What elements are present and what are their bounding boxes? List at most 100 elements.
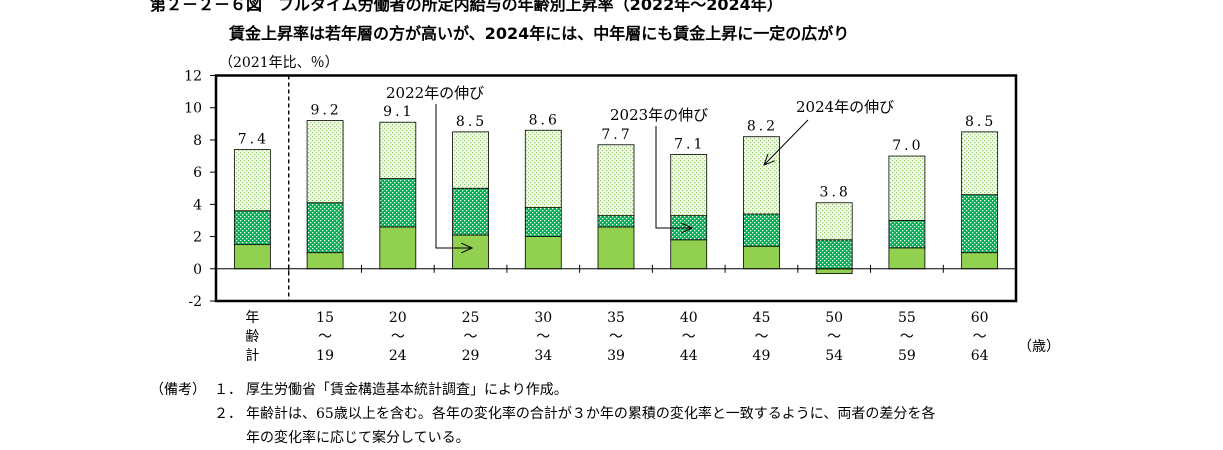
bar-segment-2 [815,239,853,270]
x-category-label: 49 [753,348,771,364]
bar-segment-1 [961,252,999,270]
plot-frame [214,74,1018,303]
x-category-label: 39 [607,348,625,364]
x-category-label: 20 [389,310,407,326]
bar-segment-2 [961,194,999,254]
legend-label-2023: 2023年の伸び [610,106,708,124]
legend-arrow-2022 [435,104,472,248]
x-category-label: 54 [825,348,843,364]
bar-segment-1 [452,234,489,270]
bar-segment-1 [597,226,635,270]
note-row: ２． 年齢計は、65歳以上を含む。各年の変化率の合計が３か年の累積の変化率と一致… [150,402,935,426]
x-category-label: ～ [391,329,405,345]
bar-segment-2 [452,187,489,236]
bar-segment-1 [524,236,562,270]
figure-title: 第２－２－６図 フルタイム労働者の所定内給与の年齢別上昇率（2022年～2024… [150,0,783,14]
x-category-label: 25 [462,310,480,326]
note-text: 年の変化率に応じて案分している。 [246,430,470,446]
x-category-label: 年 [245,310,259,326]
legend-label-2022: 2022年の伸び [386,84,484,102]
bar-segment-3 [743,136,780,215]
x-unit-label: （歳） [1018,339,1060,355]
note-text: 年齢計は、65歳以上を含む。各年の変化率の合計が３か年の累積の変化率と一致するよ… [246,406,936,422]
x-category-label: ～ [464,329,478,345]
x-category-label: 45 [753,310,771,326]
y-tick-label: 8 [193,133,202,149]
x-category-label: 19 [316,348,334,364]
legend-arrow-2023 [655,126,692,228]
x-category-label: ～ [973,329,987,345]
bar-total-label: 8.5 [965,114,996,130]
bar-segment-3 [379,121,417,179]
bar-segment-1 [670,239,708,270]
x-category-label: ～ [900,329,914,345]
figure-subtitle: 賃金上昇率は若年層の方が高いが、2024年には、中年層にも賃金上昇に一定の広がり [229,24,850,43]
x-category-label: ～ [536,329,550,345]
x-category-label: ～ [754,329,768,345]
bar-total-label: 7.0 [892,138,923,154]
bar-segment-1 [888,247,926,270]
x-category-label: ～ [827,329,841,345]
bar-segment-3 [670,154,708,217]
bar-segment-3 [888,155,926,221]
bar-segment-3 [815,202,853,241]
bar-segment-2 [233,210,271,246]
bar-total-label: 8.5 [456,114,487,130]
bar-total-label: 7.4 [238,132,269,148]
y-tick-label: 6 [193,165,202,181]
bar-segment-1 [306,252,344,270]
bar-segment-3 [524,129,562,208]
bar-total-label: 8.2 [747,119,778,135]
bar-total-label: 7.1 [674,136,705,152]
bar-segment-2 [524,207,562,237]
x-category-label: 24 [389,348,407,364]
note-number: ２． [214,406,242,422]
bar-total-label: 8.6 [529,112,560,128]
bar-segment-1 [379,226,417,270]
bar-total-label: 3.8 [820,185,851,201]
bar-segment-2 [306,202,344,254]
note-number [214,426,246,450]
x-category-label: 64 [971,348,989,364]
x-category-label: 50 [825,310,843,326]
note-row: 年の変化率に応じて案分している。 [150,426,935,450]
notes-label: （備考） [150,382,206,398]
bar-segment-3 [961,131,999,196]
x-category-label: 29 [462,348,480,364]
bar-chart: （2021年比、％） -2 0 24 6 8 10 12 7.4 年齢計 9.2 15 ～ 19 9.1 2… [184,55,1060,364]
bar-segment-3 [306,120,344,204]
x-category-label: 35 [607,310,625,326]
x-category-label: ～ [609,329,623,345]
note-row: （備考） １． 厚生労働省「賃金構造基本統計調査」により作成。 [150,378,935,402]
x-category-label: ～ [318,329,332,345]
note-text: 厚生労働省「賃金構造基本統計調査」により作成。 [246,382,568,398]
bar-segment-3 [233,149,271,212]
bar-segment-2 [743,213,780,247]
x-category-label: 齢 [245,329,259,345]
bar-total-label: 9.2 [310,103,341,119]
y-tick-label: 10 [184,101,202,117]
bar-segment-1 [815,268,853,275]
bar-segment-1 [743,245,780,270]
note-number: １． [214,382,242,398]
legend-label-2024: 2024年の伸び [796,98,894,116]
x-category-label: 40 [680,310,698,326]
x-category-label: 59 [898,348,916,364]
y-tick-label: 0 [193,262,202,278]
x-category-label: 15 [316,310,334,326]
y-tick-label: -2 [188,294,202,310]
y-tick-label: 2 [193,230,202,246]
legend-arrow-2024 [764,119,809,165]
notes: （備考） １． 厚生労働省「賃金構造基本統計調査」により作成。 ２． 年齢計は、… [150,378,935,450]
x-category-label: 44 [680,348,698,364]
x-category-label: 34 [534,348,552,364]
bar-segment-2 [888,220,926,249]
bar-segment-2 [379,178,417,228]
y-axis-label: （2021年比、％） [219,55,339,71]
bar-total-label: 9.1 [383,104,414,120]
x-category-label: ～ [682,329,696,345]
x-category-label: 計 [245,348,259,364]
x-category-label: 60 [971,310,989,326]
y-tick-label: 12 [184,69,202,85]
x-category-label: 55 [898,310,916,326]
